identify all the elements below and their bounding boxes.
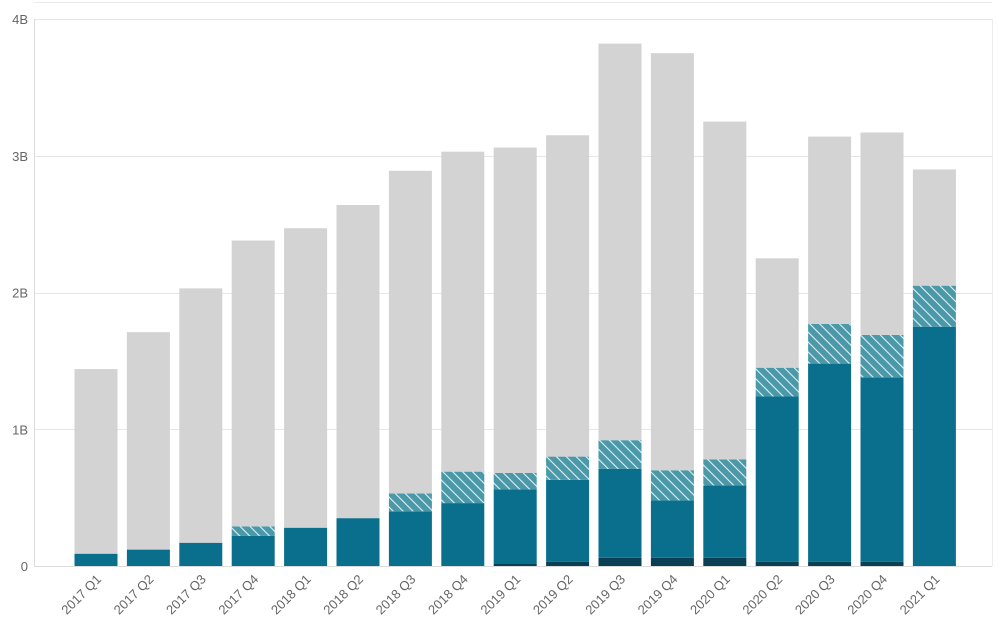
bar-segment-3-2019-q3 [598, 440, 642, 469]
bar-segment-4-2019-q4 [650, 53, 694, 471]
x-tick-label: 2020 Q2 [739, 572, 785, 618]
x-tick-label: 2020 Q1 [687, 572, 733, 618]
x-tick-label: 2017 Q2 [111, 572, 157, 618]
bar-segment-2-2018-q4 [441, 503, 485, 566]
x-tick-label: 2018 Q1 [268, 572, 314, 618]
bar-segment-3-2019-q4 [650, 470, 694, 501]
bar-segment-4-2017-q2 [126, 332, 170, 550]
bar-segment-2-2019-q2 [546, 479, 590, 562]
x-tick-label: 2018 Q2 [320, 572, 366, 618]
bar-segment-3-2018-q3 [388, 493, 432, 512]
y-tick-labels: 0 1B 2B 3B 4B [12, 12, 28, 574]
y-tick-label: 2B [12, 286, 28, 301]
bar-segment-2-2017-q2 [126, 549, 170, 566]
bar-segment-3-2017-q4 [231, 526, 275, 536]
x-tick-label: 2017 Q3 [163, 572, 209, 618]
x-tick-label: 2021 Q1 [897, 572, 943, 618]
bar-segment-2-2020-q2 [755, 396, 799, 562]
bar-segment-2-2018-q2 [336, 518, 380, 566]
x-tick-label: 2019 Q1 [477, 572, 523, 618]
bar-segment-3-2019-q2 [546, 456, 590, 480]
bar-segment-2-2018-q1 [284, 527, 328, 566]
x-tick-label: 2020 Q4 [844, 572, 890, 618]
bar-segment-3-2020-q2 [755, 367, 799, 397]
bar-segment-2-2020-q4 [860, 377, 904, 562]
x-tick-label: 2018 Q4 [425, 572, 471, 618]
bar-segment-1-2019-q3 [598, 557, 642, 566]
bar-segment-1-2019-q2 [546, 561, 590, 566]
bar-segment-1-2019-q4 [650, 557, 694, 566]
bar-segment-3-2019-q1 [493, 473, 537, 490]
bar-segment-4-2019-q2 [546, 135, 590, 457]
bar-segment-1-2020-q3 [808, 561, 852, 566]
bar-segment-2-2017-q4 [231, 535, 275, 566]
bar-segment-3-2020-q1 [703, 459, 747, 486]
x-tick-labels: 2017 Q1 2017 Q2 2017 Q3 2017 Q4 2018 Q1 2018 … [58, 572, 942, 618]
bar-segment-4-2019-q3 [598, 43, 642, 441]
bar-segment-1-2020-q4 [860, 561, 904, 566]
bar-segment-2-2019-q1 [493, 489, 537, 564]
x-tick-label: 2020 Q3 [792, 572, 838, 618]
x-tick-label: 2017 Q4 [215, 572, 261, 618]
bar-segment-4-2021-q1 [912, 169, 956, 286]
bar-segment-4-2020-q3 [808, 136, 852, 324]
bar-segment-4-2018-q2 [336, 204, 380, 519]
bar-segment-4-2020-q4 [860, 132, 904, 335]
bars [74, 43, 956, 566]
axes [34, 2, 993, 567]
bar-segment-2-2017-q1 [74, 553, 118, 566]
bar-segment-4-2017-q1 [74, 369, 118, 554]
bar-segment-2-2017-q3 [179, 542, 223, 566]
bar-segment-4-2017-q3 [179, 288, 223, 543]
bar-segment-3-2018-q4 [441, 471, 485, 504]
bar-segment-1-2020-q2 [755, 561, 799, 566]
bar-segment-4-2017-q4 [231, 240, 275, 527]
bar-segment-2-2019-q3 [598, 468, 642, 558]
y-tick-label: 3B [12, 149, 28, 164]
x-tick-label: 2018 Q3 [373, 572, 419, 618]
bar-segment-1-2020-q1 [703, 557, 747, 566]
y-tick-label: 0 [21, 559, 28, 574]
x-tick-label: 2019 Q4 [635, 572, 681, 618]
bar-segment-2-2018-q3 [388, 511, 432, 566]
x-tick-label: 2019 Q2 [530, 572, 576, 618]
bar-segment-2-2021-q1 [912, 326, 956, 566]
bar-segment-1-2019-q1 [493, 563, 537, 566]
bar-segment-2-2020-q1 [703, 485, 747, 558]
bar-segment-4-2018-q1 [284, 228, 328, 528]
y-tick-label: 4B [12, 12, 28, 27]
bar-segment-2-2020-q3 [808, 363, 852, 562]
bar-segment-3-2020-q4 [860, 334, 904, 378]
bar-segment-4-2020-q2 [755, 258, 799, 368]
bar-segment-3-2021-q1 [912, 285, 956, 327]
x-tick-label: 2019 Q3 [582, 572, 628, 618]
bar-segment-4-2018-q3 [388, 170, 432, 494]
bar-segment-4-2019-q1 [493, 147, 537, 474]
bar-segment-4-2018-q4 [441, 151, 485, 472]
bar-segment-4-2020-q1 [703, 121, 747, 460]
y-tick-label: 1B [12, 422, 28, 437]
bar-segment-2-2019-q4 [650, 500, 694, 558]
x-tick-label: 2017 Q1 [58, 572, 104, 618]
bar-segment-3-2020-q3 [808, 323, 852, 364]
